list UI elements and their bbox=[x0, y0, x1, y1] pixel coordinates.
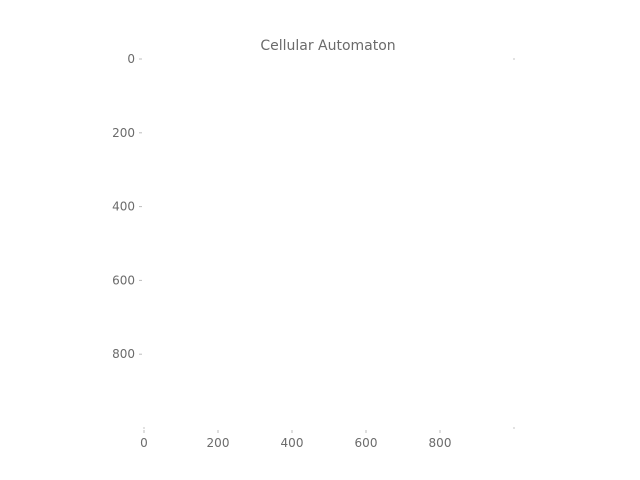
x-tick-label: 600 bbox=[355, 436, 378, 450]
plot-corner-top-right bbox=[513, 58, 515, 60]
y-axis: 0 200 400 600 800 bbox=[112, 52, 142, 361]
x-axis: 0 200 400 600 800 bbox=[140, 430, 451, 450]
y-tick-label: 400 bbox=[112, 200, 135, 214]
y-tick-label: 200 bbox=[112, 126, 135, 140]
plot-corner-bottom-right bbox=[513, 427, 515, 429]
y-tick-label: 600 bbox=[112, 273, 135, 287]
x-tick-label: 800 bbox=[429, 436, 452, 450]
x-tick-label: 0 bbox=[140, 436, 148, 450]
plot-corner-bottom-left bbox=[143, 427, 145, 429]
y-tick-label: 0 bbox=[127, 52, 135, 66]
chart-title: Cellular Automaton bbox=[260, 38, 395, 54]
x-tick-label: 400 bbox=[281, 436, 304, 450]
y-tick-label: 800 bbox=[112, 347, 135, 361]
x-tick-label: 200 bbox=[207, 436, 230, 450]
